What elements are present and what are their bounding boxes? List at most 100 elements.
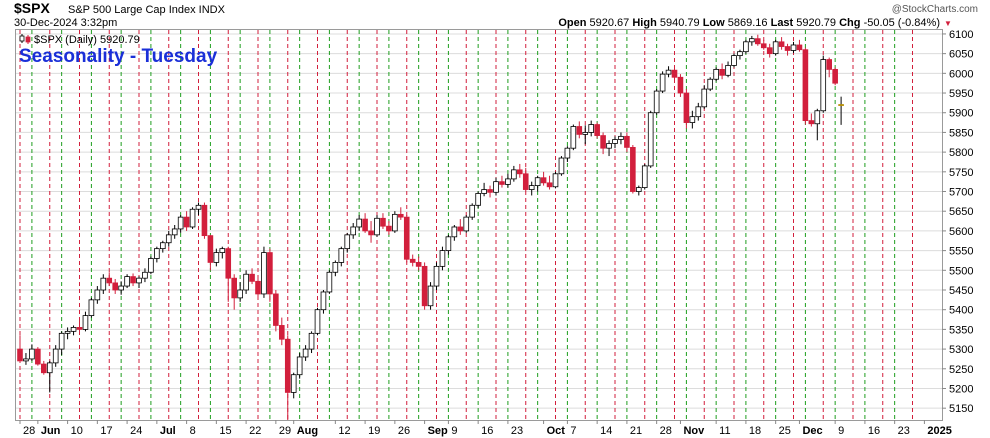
y-tick-label: 5150 [949, 403, 973, 415]
candle-body [832, 68, 838, 84]
candle-body [421, 265, 428, 307]
candle-body [618, 135, 624, 140]
y-tick-label: 5250 [949, 364, 973, 376]
candle-body [213, 252, 220, 263]
candle-body [558, 157, 565, 175]
candle-body [427, 285, 434, 307]
candle-body [308, 332, 315, 350]
candle-body [17, 348, 23, 362]
candle-body [493, 181, 499, 193]
candle-body [463, 216, 470, 232]
y-tick-label: 5550 [949, 246, 973, 258]
candle-body [219, 248, 226, 253]
candle-body [683, 92, 690, 123]
candle-body [594, 124, 600, 136]
candle-body [439, 250, 446, 267]
candle-body [481, 189, 487, 194]
candle-body [154, 248, 160, 259]
candle-body [713, 68, 719, 80]
y-tick-label: 5700 [949, 187, 973, 199]
candle-body [326, 271, 333, 293]
candle-body [755, 38, 761, 45]
x-tick-label: Sep [428, 425, 448, 437]
chg-value: -50.05 (-0.84%) [863, 17, 940, 29]
candle-body [118, 285, 124, 291]
candle-body [778, 41, 785, 47]
candle-body [148, 258, 154, 273]
candle-body [82, 315, 89, 330]
x-tick-label: 28 [23, 425, 35, 437]
candle-body [766, 47, 773, 55]
candle-body [403, 216, 410, 260]
candle-body [35, 348, 41, 365]
candle-body [397, 213, 404, 218]
candle-body [826, 59, 832, 70]
candle-body [624, 135, 630, 148]
candle-body [58, 332, 65, 350]
candle-body [136, 277, 142, 284]
candle-body [41, 363, 47, 374]
candle-body [356, 218, 362, 228]
candle-body [350, 226, 356, 236]
candle-body [267, 252, 273, 295]
candle-body [124, 276, 130, 287]
candle-body [225, 248, 232, 279]
x-tick-label: 21 [630, 425, 642, 437]
x-tick-label: 25 [779, 425, 791, 437]
y-tick-label: 5650 [949, 206, 973, 218]
candle-body [380, 217, 386, 227]
candle-body [731, 55, 737, 66]
candle-body [314, 309, 321, 334]
candle-body [296, 356, 303, 376]
candle-body [189, 208, 196, 228]
x-tick-label: 29 [279, 425, 291, 437]
candle-body [76, 327, 83, 330]
symbol-description: S&P 500 Large Cap Index INDX [68, 4, 225, 16]
candle-body [177, 216, 184, 230]
x-tick-label: 11 [719, 425, 730, 437]
candle-body [451, 226, 458, 238]
candle-body [505, 178, 511, 185]
candle-body [719, 68, 725, 76]
candle-body [368, 230, 374, 236]
x-tick-label: 15 [219, 425, 231, 437]
candle-body [528, 185, 535, 190]
open-value: 5920.67 [589, 17, 630, 29]
candle-body [320, 291, 327, 311]
x-tick-label: Jul [160, 425, 176, 437]
x-tick-label: Nov [683, 425, 705, 437]
candle-body [332, 262, 339, 273]
x-tick-label: 23 [511, 425, 523, 437]
candle-body [457, 226, 464, 232]
y-tick-label: 5900 [949, 108, 973, 120]
candle-body [302, 348, 309, 358]
candle-body [647, 112, 654, 167]
candle-body [838, 104, 844, 106]
candle-body [29, 348, 35, 360]
down-arrow-icon: ▼ [944, 19, 952, 28]
x-tick-label: 26 [398, 425, 410, 437]
candle-body [576, 126, 583, 135]
candlestick-icon [19, 34, 31, 44]
candle-body [600, 135, 606, 149]
low-label: Low [702, 17, 725, 29]
candle-body [689, 116, 696, 123]
candle-body [499, 181, 505, 185]
candle-body [338, 248, 345, 263]
candle-body [469, 204, 475, 218]
candle-body [737, 51, 743, 57]
candle-body [612, 139, 618, 144]
candle-body [671, 69, 678, 78]
candle-body [237, 289, 243, 299]
candle-body [540, 177, 547, 184]
candle-body [582, 132, 589, 135]
high-label: High [632, 17, 657, 29]
candle-body [552, 173, 559, 188]
y-tick-label: 6000 [949, 68, 973, 80]
candle-body [511, 169, 517, 180]
last-label: Last [770, 17, 794, 29]
candle-body [106, 277, 113, 284]
candle-body [183, 216, 190, 228]
candle-body [23, 358, 29, 362]
